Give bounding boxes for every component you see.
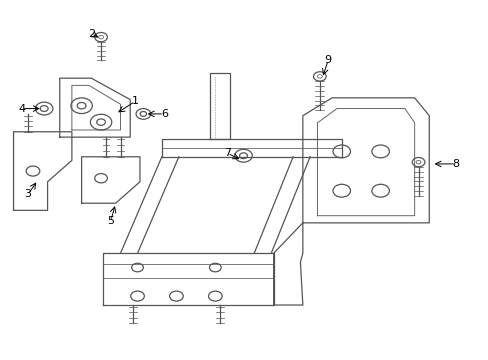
Text: 2: 2 (88, 28, 95, 39)
Polygon shape (210, 73, 229, 139)
Text: 5: 5 (107, 216, 114, 226)
Polygon shape (103, 253, 273, 305)
Text: 4: 4 (18, 104, 25, 113)
Text: 8: 8 (451, 159, 459, 169)
Text: 3: 3 (24, 189, 32, 199)
Polygon shape (162, 139, 341, 157)
Polygon shape (302, 98, 428, 223)
Polygon shape (14, 132, 72, 210)
Text: 6: 6 (161, 109, 167, 119)
Text: 9: 9 (324, 55, 331, 65)
Polygon shape (60, 78, 130, 137)
Text: 1: 1 (131, 96, 138, 107)
Polygon shape (81, 157, 140, 203)
Text: 7: 7 (224, 148, 230, 158)
Polygon shape (273, 223, 302, 305)
